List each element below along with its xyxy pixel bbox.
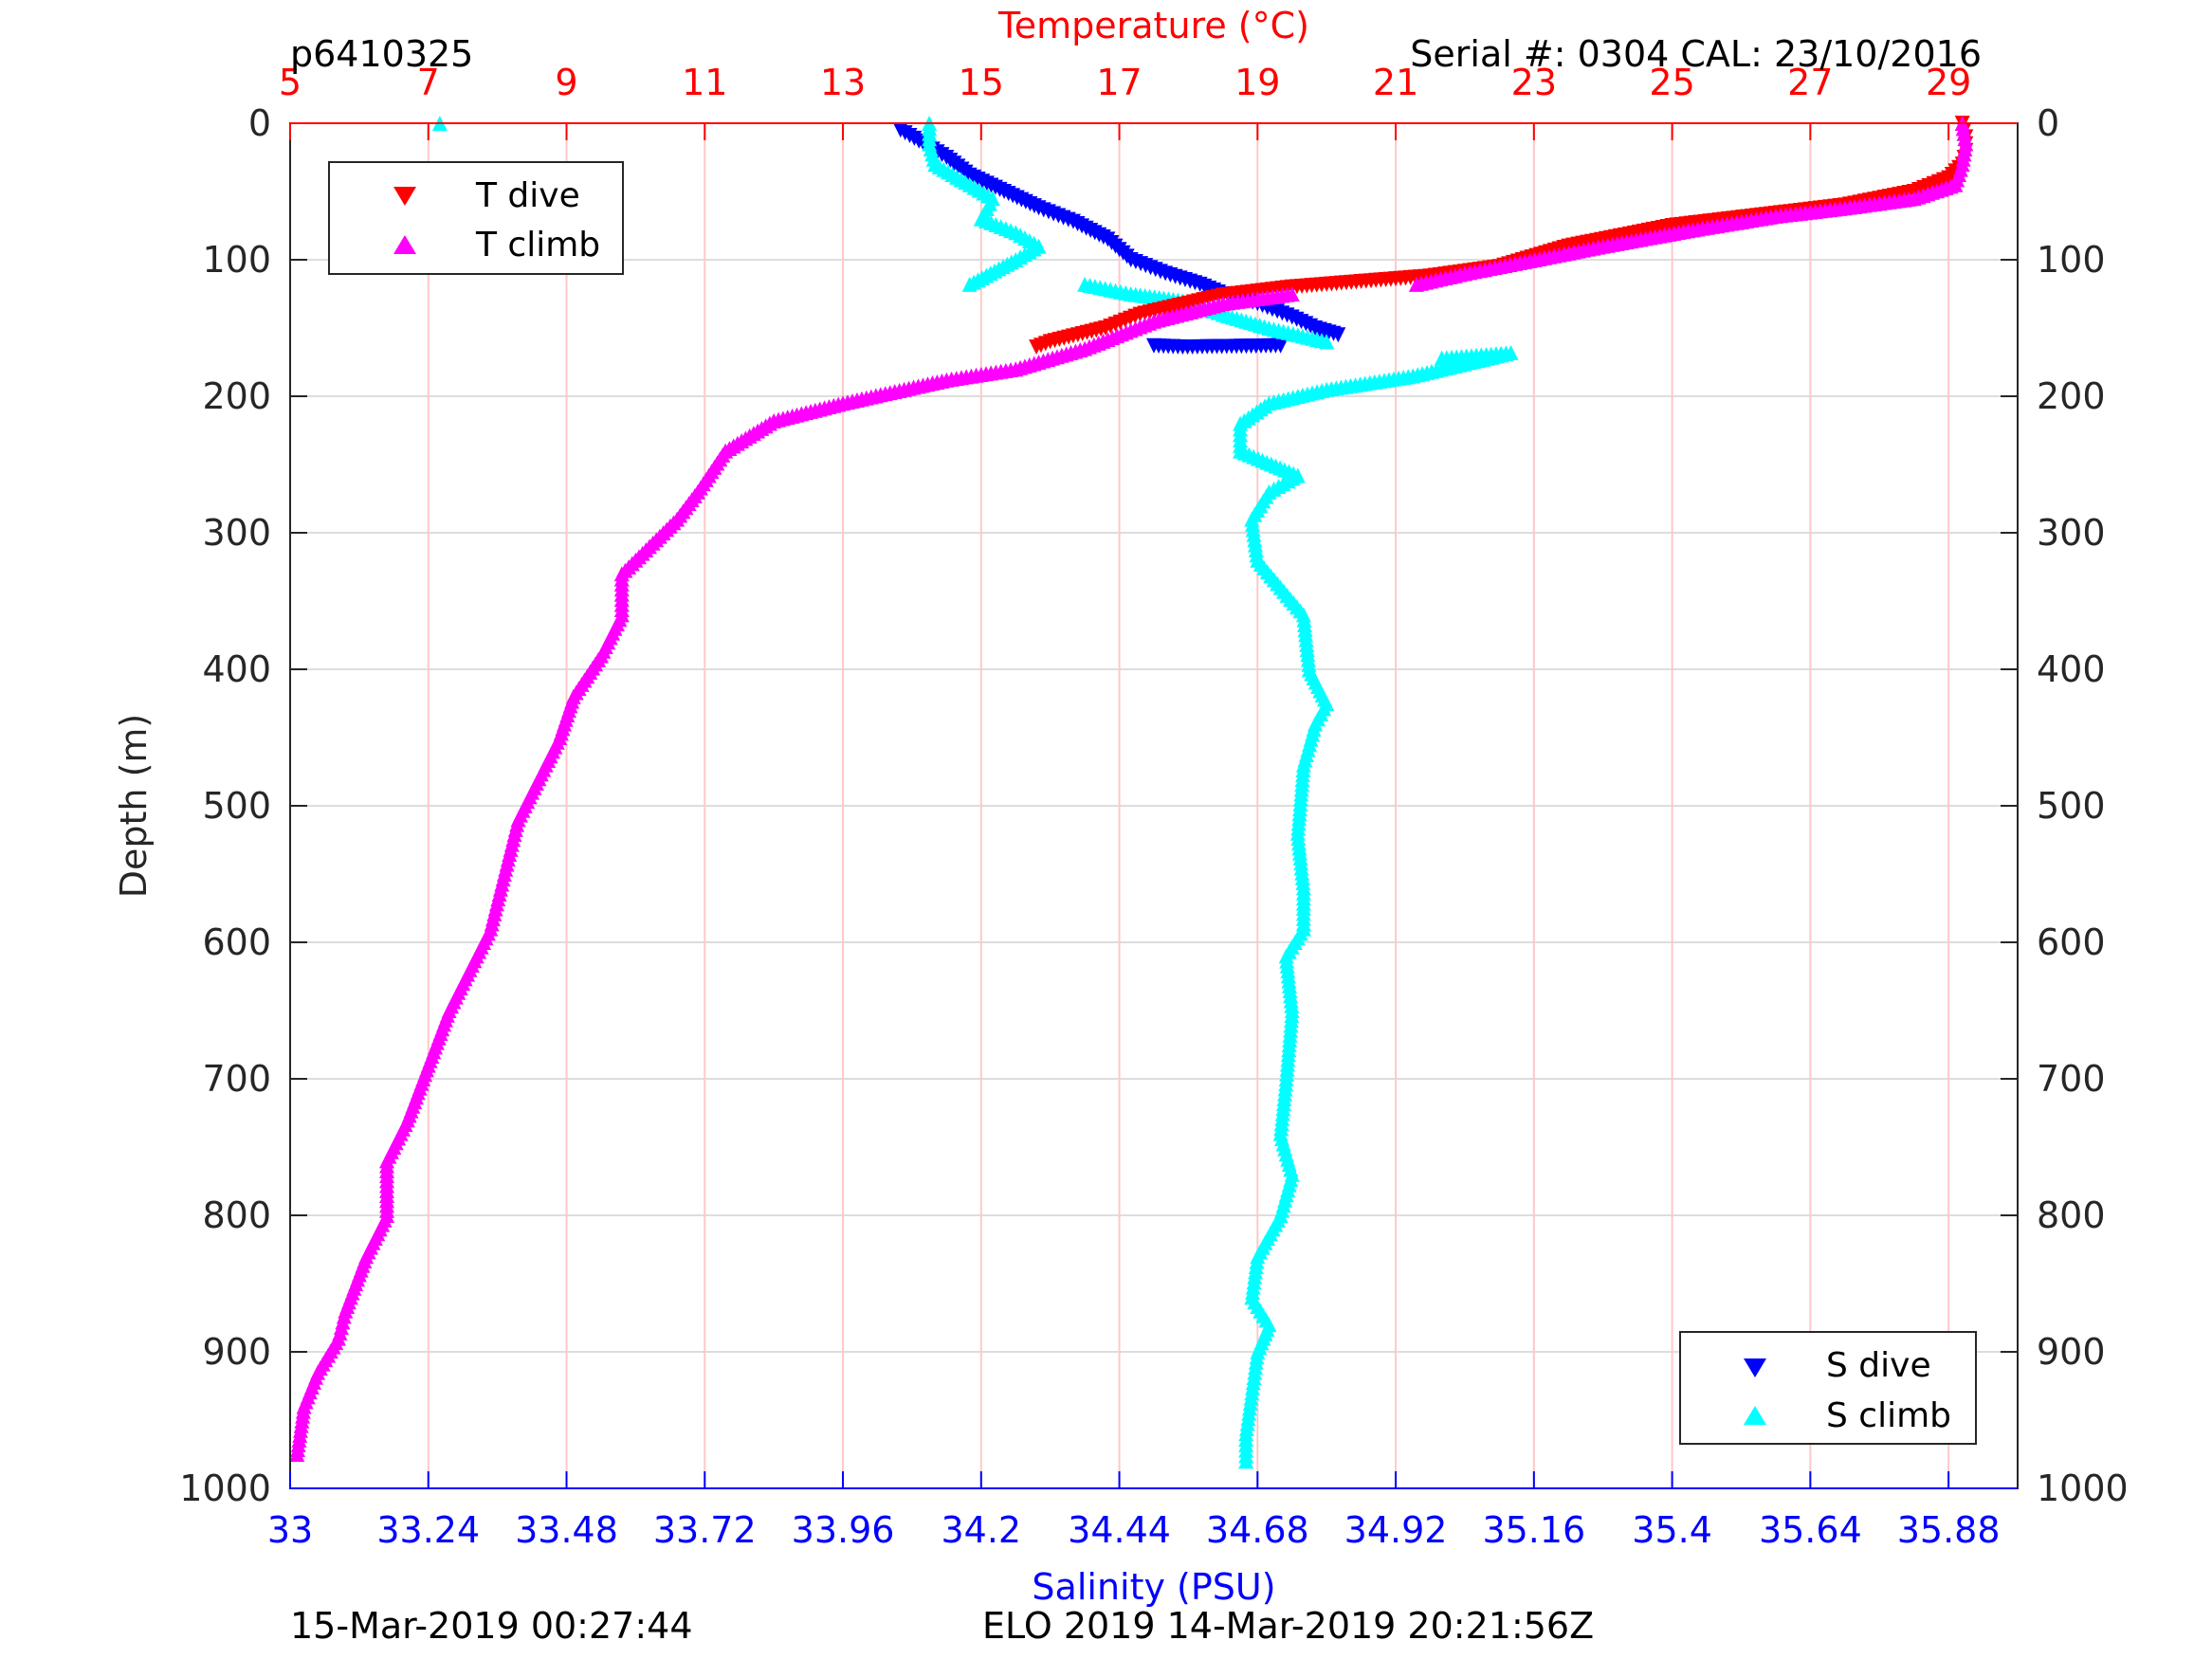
legend-marker-s-dive bbox=[1744, 1358, 1766, 1377]
depth-tick-label-right: 100 bbox=[2037, 239, 2106, 281]
depth-tick-label-right: 600 bbox=[2037, 921, 2106, 963]
depth-tick-label-left: 300 bbox=[202, 512, 271, 554]
depth-tick-label-left: 600 bbox=[202, 921, 271, 963]
depth-tick-label-left: 900 bbox=[202, 1331, 271, 1373]
salinity-tick-label: 34.44 bbox=[1068, 1509, 1171, 1551]
depth-tick-label-right: 200 bbox=[2037, 375, 2106, 417]
salinity-tick-label: 34.2 bbox=[941, 1509, 1021, 1551]
data-point bbox=[1408, 276, 1424, 292]
depth-tick-label-right: 800 bbox=[2037, 1194, 2106, 1236]
depth-tick-label-right: 500 bbox=[2037, 785, 2106, 827]
depth-tick-label-left: 100 bbox=[202, 239, 271, 281]
legend-label-t-climb: T climb bbox=[475, 226, 600, 264]
temperature-tick-label: 25 bbox=[1649, 62, 1694, 103]
axis-ticks: 0 0 100 100 200 200 300 300 400 400 500 500 600 600 70… bbox=[179, 62, 2128, 1551]
footer-mission-info: ELO 2019 14-Mar-2019 20:21:56Z bbox=[982, 1605, 1594, 1647]
depth-tick-label-right: 400 bbox=[2037, 648, 2106, 690]
temperature-tick-label: 13 bbox=[820, 62, 866, 103]
data-point bbox=[1272, 337, 1289, 354]
temperature-tick-label: 27 bbox=[1787, 62, 1833, 103]
salinity-tick-label: 35.4 bbox=[1632, 1509, 1712, 1551]
temperature-tick-label: 11 bbox=[682, 62, 727, 103]
depth-tick-label-left: 0 bbox=[248, 102, 271, 144]
legend-box bbox=[1679, 1331, 1977, 1445]
legend-temperature: T dive T climb bbox=[328, 161, 624, 275]
data-points bbox=[289, 116, 1974, 1469]
legend-marker-s-climb bbox=[1744, 1406, 1766, 1425]
legend-salinity: S dive S climb bbox=[1679, 1331, 1977, 1445]
data-point bbox=[289, 1447, 305, 1462]
salinity-tick-label: 35.88 bbox=[1897, 1509, 2001, 1551]
depth-tick-label-left: 1000 bbox=[179, 1468, 271, 1509]
depth-tick-label-left: 700 bbox=[202, 1058, 271, 1100]
depth-tick-label-right: 1000 bbox=[2037, 1468, 2129, 1509]
depth-tick-label-right: 300 bbox=[2037, 512, 2106, 554]
temperature-tick-label: 17 bbox=[1096, 62, 1142, 103]
salinity-tick-label: 33.72 bbox=[653, 1509, 757, 1551]
temperature-tick-label: 9 bbox=[555, 62, 577, 103]
salinity-tick-label: 34.92 bbox=[1344, 1509, 1448, 1551]
data-point bbox=[1330, 327, 1346, 343]
series-t-climb bbox=[289, 116, 1974, 1462]
data-point bbox=[1238, 1453, 1254, 1469]
depth-tick-label-right: 0 bbox=[2037, 102, 2059, 144]
depth-tick-label-left: 800 bbox=[202, 1194, 271, 1236]
temperature-tick-label: 19 bbox=[1234, 62, 1280, 103]
temperature-tick-label: 21 bbox=[1373, 62, 1418, 103]
legend-marker-t-dive bbox=[393, 187, 416, 206]
temperature-tick-label: 23 bbox=[1511, 62, 1557, 103]
series-s-climb bbox=[431, 116, 1519, 1469]
salinity-tick-label: 33.24 bbox=[376, 1509, 480, 1551]
salinity-axis-title: Salinity (PSU) bbox=[1032, 1566, 1275, 1608]
depth-tick-label-left: 200 bbox=[202, 375, 271, 417]
legend-label-s-dive: S dive bbox=[1826, 1346, 1931, 1385]
data-point bbox=[1319, 334, 1335, 350]
legend-marker-t-climb bbox=[393, 235, 416, 254]
data-point bbox=[961, 276, 978, 292]
profile-id: p6410325 bbox=[290, 33, 473, 75]
data-point bbox=[1029, 339, 1045, 356]
salinity-tick-label: 33.48 bbox=[515, 1509, 618, 1551]
depth-tick-label-left: 400 bbox=[202, 648, 271, 690]
temperature-tick-label: 7 bbox=[417, 62, 440, 103]
depth-tick-label-left: 500 bbox=[202, 785, 271, 827]
salinity-tick-label: 35.16 bbox=[1482, 1509, 1585, 1551]
legend-box bbox=[328, 161, 624, 275]
salinity-tick-label: 33.96 bbox=[792, 1509, 895, 1551]
temperature-tick-label: 29 bbox=[1926, 62, 1971, 103]
depth-tick-label-right: 900 bbox=[2037, 1331, 2106, 1373]
salinity-tick-label: 33 bbox=[267, 1509, 313, 1551]
depth-axis-title: Depth (m) bbox=[113, 714, 155, 899]
serial-cal-label: Serial #: 0304 CAL: 23/10/2016 bbox=[1410, 33, 1982, 75]
depth-tick-label-right: 700 bbox=[2037, 1058, 2106, 1100]
footer-timestamp: 15-Mar-2019 00:27:44 bbox=[290, 1605, 693, 1647]
salinity-tick-label: 34.68 bbox=[1206, 1509, 1309, 1551]
temperature-tick-label: 5 bbox=[279, 62, 302, 103]
temperature-axis-title: Temperature (°C) bbox=[997, 5, 1309, 46]
legend-label-t-dive: T dive bbox=[475, 176, 580, 215]
legend-label-s-climb: S climb bbox=[1826, 1396, 1951, 1435]
temperature-tick-label: 15 bbox=[959, 62, 1004, 103]
salinity-tick-label: 35.64 bbox=[1759, 1509, 1862, 1551]
